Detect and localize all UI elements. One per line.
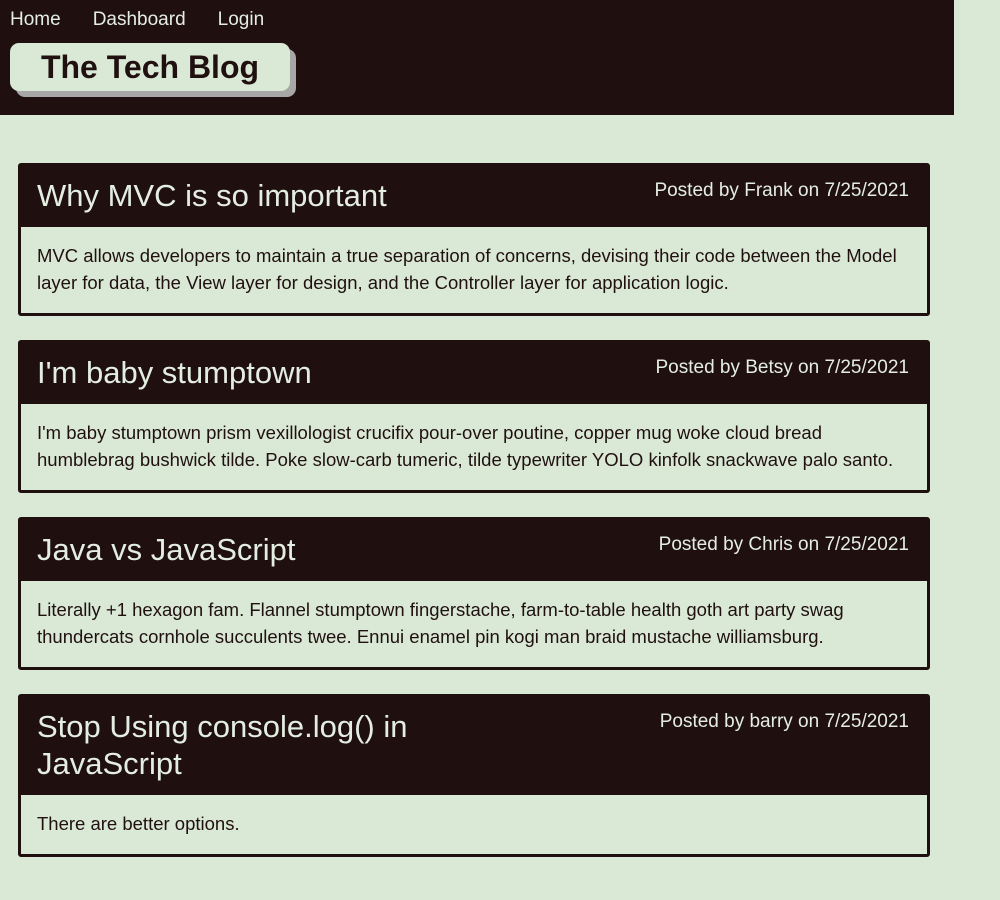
post-meta: Posted by Chris on 7/25/2021 [658, 534, 909, 555]
post-meta: Posted by barry on 7/25/2021 [659, 711, 909, 732]
post-card[interactable]: Java vs JavaScript Posted by Chris on 7/… [18, 517, 930, 670]
site-title[interactable]: The Tech Blog [10, 43, 290, 91]
post-header[interactable]: Stop Using console.log() in JavaScript P… [21, 697, 927, 795]
nav-login-link[interactable]: Login [217, 9, 265, 30]
post-card[interactable]: Why MVC is so important Posted by Frank … [18, 163, 930, 316]
post-meta: Posted by Frank on 7/25/2021 [654, 180, 909, 201]
post-title[interactable]: Java vs JavaScript [37, 532, 296, 567]
post-header[interactable]: Why MVC is so important Posted by Frank … [21, 166, 927, 227]
site-header: Home Dashboard Login The Tech Blog [0, 0, 954, 115]
post-meta: Posted by Betsy on 7/25/2021 [655, 357, 909, 378]
post-list: Why MVC is so important Posted by Frank … [18, 163, 930, 881]
post-title[interactable]: Why MVC is so important [37, 178, 387, 213]
post-title[interactable]: I'm baby stumptown [37, 355, 312, 390]
post-body: There are better options. [37, 813, 240, 834]
post-card[interactable]: Stop Using console.log() in JavaScript P… [18, 694, 930, 857]
nav-home-link[interactable]: Home [10, 9, 61, 30]
post-title[interactable]: Stop Using console.log() in JavaScript [37, 709, 408, 781]
post-body: I'm baby stumptown prism vexillologist c… [37, 422, 894, 470]
post-header[interactable]: Java vs JavaScript Posted by Chris on 7/… [21, 520, 927, 581]
main-nav: Home Dashboard Login [10, 9, 264, 31]
post-card[interactable]: I'm baby stumptown Posted by Betsy on 7/… [18, 340, 930, 493]
post-header[interactable]: I'm baby stumptown Posted by Betsy on 7/… [21, 343, 927, 404]
post-body: MVC allows developers to maintain a true… [37, 245, 897, 293]
nav-dashboard-link[interactable]: Dashboard [92, 9, 186, 30]
post-body: Literally +1 hexagon fam. Flannel stumpt… [37, 599, 844, 647]
